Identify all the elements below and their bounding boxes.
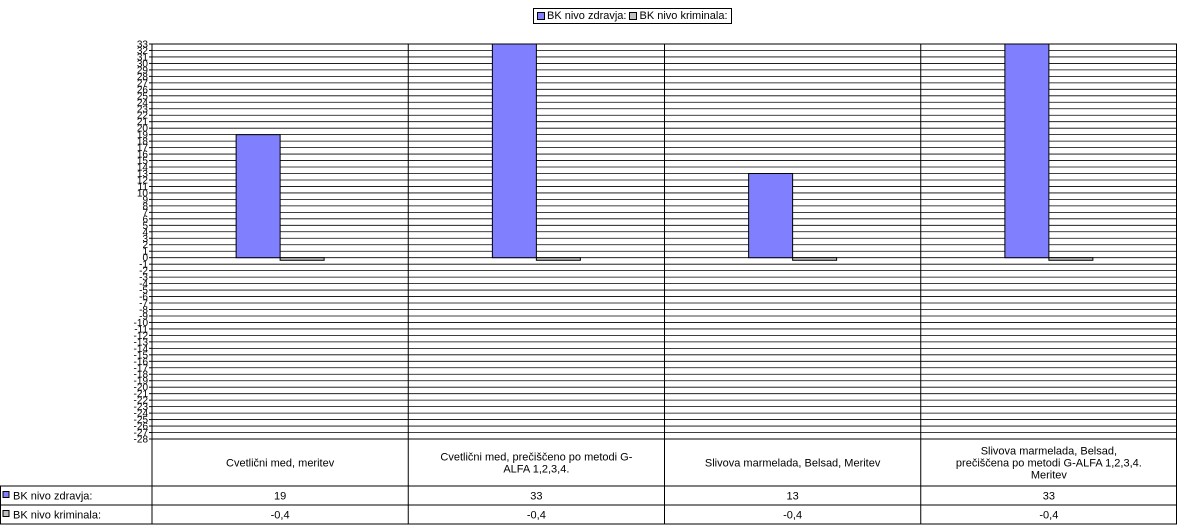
bar-kriminala — [279, 257, 325, 261]
table-value: 33 — [530, 491, 542, 503]
y-tick-label: -2 — [139, 266, 148, 277]
y-tick-label: -9 — [139, 311, 148, 322]
y-tick-label: -4 — [139, 279, 148, 290]
y-tick-label: -28 — [134, 435, 149, 446]
y-tick-label: 28 — [137, 72, 149, 83]
bar-zdravja — [235, 134, 281, 259]
y-tick-label: -5 — [139, 286, 148, 297]
category-label: Cvetlični med, prečiščeno po metodi G-AL… — [440, 452, 632, 476]
y-tick-label: -10 — [134, 318, 149, 329]
table-value: 19 — [274, 491, 286, 503]
y-tick-label: 20 — [137, 124, 149, 135]
legend-item-kriminala: BK nivo kriminala: — [629, 10, 728, 22]
y-tick-label: 6 — [142, 214, 148, 225]
y-tick-label: 21 — [137, 117, 149, 128]
y-tick-label: -1 — [139, 260, 148, 271]
category-label: Cvetlični med, meritev — [226, 458, 335, 470]
table-value: -0,4 — [783, 510, 802, 522]
y-tick-label: 22 — [137, 111, 149, 122]
y-tick-label: 33 — [137, 40, 149, 51]
bar-kriminala — [1048, 257, 1094, 261]
table-series-label: BK nivo kriminala: — [13, 510, 101, 522]
y-tick-label: -25 — [134, 415, 149, 426]
y-tick-label: 24 — [137, 98, 149, 109]
y-tick-label: -20 — [134, 383, 149, 394]
y-tick-label: -7 — [139, 299, 148, 310]
y-tick-label: -6 — [139, 292, 148, 303]
y-tick-label: -22 — [134, 396, 149, 407]
y-tick-label: -15 — [134, 350, 149, 361]
y-tick-label: 12 — [137, 175, 149, 186]
legend-swatch-zdravja — [537, 12, 545, 20]
y-tick-label: 10 — [137, 188, 149, 199]
table-value: 13 — [787, 491, 799, 503]
y-tick-label: 15 — [137, 156, 149, 167]
bar-kriminala — [535, 257, 581, 261]
y-tick-label: 13 — [137, 169, 149, 180]
table-swatch — [2, 510, 10, 517]
y-tick-label: -11 — [134, 324, 148, 335]
y-tick-label: -24 — [134, 409, 149, 420]
y-tick-label: -18 — [134, 370, 149, 381]
table-value: -0,4 — [1039, 510, 1058, 522]
y-tick-label: 19 — [137, 130, 149, 141]
y-tick-label: -27 — [134, 428, 149, 439]
y-tick-label: 23 — [137, 104, 149, 115]
y-tick-label: 30 — [137, 59, 149, 70]
bar-kriminala — [792, 257, 838, 261]
y-tick-label: -16 — [134, 357, 149, 368]
category-label: Slivova marmelada, Belsad, prečiščena po … — [956, 446, 1142, 482]
y-tick-label: 16 — [137, 150, 149, 161]
y-tick-label: 29 — [137, 65, 149, 76]
y-tick-label: 9 — [142, 195, 148, 206]
y-tick-label: 2 — [142, 240, 148, 251]
y-tick-label: 0 — [142, 253, 148, 264]
y-tick-label: 4 — [142, 227, 148, 238]
y-tick-label: 18 — [137, 137, 149, 148]
y-tick-label: 8 — [142, 201, 148, 212]
y-tick-label: 26 — [137, 85, 149, 96]
y-tick-label: -3 — [139, 273, 148, 284]
table-value: -0,4 — [271, 510, 290, 522]
legend-label-kriminala: BK nivo kriminala: — [639, 10, 728, 22]
y-tick-label: 27 — [137, 78, 149, 89]
y-tick-label: -13 — [134, 337, 149, 348]
y-tick-label: 31 — [137, 52, 149, 63]
table-value: 33 — [1043, 491, 1055, 503]
legend-label-zdravja: BK nivo zdravja: — [547, 10, 627, 22]
y-tick-label: 1 — [142, 247, 148, 258]
y-tick-label: 11 — [138, 182, 149, 193]
legend-item-zdravja: BK nivo zdravja: — [537, 10, 626, 22]
bar-zdravja — [1004, 43, 1050, 259]
y-tick-label: -26 — [134, 422, 149, 433]
y-tick-label: -12 — [134, 331, 149, 342]
y-tick-label: 25 — [137, 91, 149, 102]
y-tick-label: 5 — [142, 221, 148, 232]
bar-zdravja — [491, 43, 537, 259]
category-label: Slivova marmelada, Belsad, Meritev — [705, 458, 881, 470]
y-tick-label: -23 — [134, 402, 149, 413]
y-tick-label: 17 — [137, 143, 149, 154]
y-tick-label: -21 — [134, 389, 149, 400]
legend-swatch-kriminala — [629, 12, 638, 20]
y-tick-label: 14 — [137, 163, 149, 174]
y-tick-label: -17 — [134, 363, 149, 374]
bar-zdravja — [748, 173, 794, 259]
y-tick-label: -8 — [139, 305, 148, 316]
y-tick-label: 3 — [142, 234, 148, 245]
table-swatch — [2, 491, 10, 498]
y-tick-label: 7 — [142, 208, 148, 219]
y-tick-label: -19 — [134, 376, 149, 387]
table-value: -0,4 — [527, 510, 546, 522]
y-tick-label: 32 — [137, 46, 149, 57]
table-series-label: BK nivo zdravja: — [13, 491, 92, 503]
y-tick-label: -14 — [134, 344, 149, 355]
legend: BK nivo zdravja: BK nivo kriminala: — [533, 8, 732, 24]
